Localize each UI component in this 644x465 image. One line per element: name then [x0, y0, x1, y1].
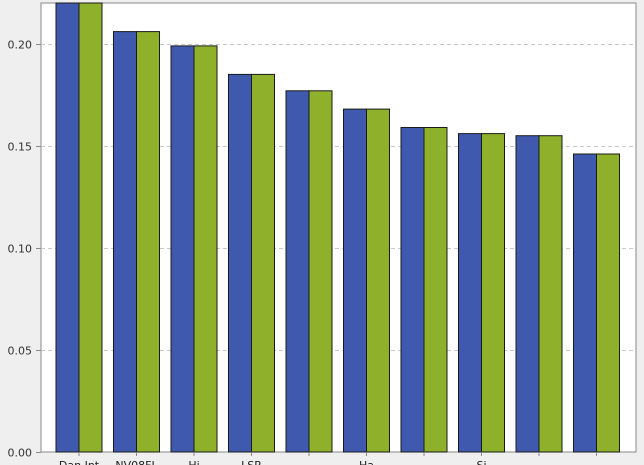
bar-series-1 — [228, 73, 252, 453]
bars — [55, 2, 620, 453]
bar-series-1 — [170, 45, 195, 453]
x-tick-label: Hi — [188, 459, 199, 465]
y-tick-label: 0.05 — [8, 345, 33, 358]
y-tick-label: 0.00 — [8, 447, 33, 460]
bar-series-2 — [596, 153, 620, 453]
y-tick-label: 0.20 — [8, 39, 33, 52]
y-axis: 0.00 0.05 0.10 0.15 0.20 — [8, 39, 41, 460]
bar-series-2 — [423, 127, 448, 453]
bar-series-2 — [538, 135, 563, 453]
bar-series-1 — [55, 2, 80, 453]
bar-series-2 — [193, 45, 218, 453]
x-axis: Dan Int NV08FL Hi LSR Ha Si — [59, 452, 597, 465]
bar-series-2 — [136, 31, 160, 453]
x-tick-label: NV08FL — [115, 459, 158, 465]
bar-series-2 — [78, 2, 103, 453]
bar-series-2 — [366, 108, 390, 453]
x-tick-label: LSR — [241, 459, 262, 465]
bar-series-1 — [515, 135, 540, 453]
y-tick-label: 0.10 — [8, 243, 33, 256]
x-tick-label: Ha — [359, 459, 374, 465]
bar-series-2 — [481, 133, 505, 453]
x-tick-label: Dan Int — [59, 459, 100, 465]
x-tick-label: Si — [476, 459, 486, 465]
bar-series-1 — [113, 31, 137, 453]
bar-series-2 — [308, 90, 333, 453]
bar-series-1 — [573, 153, 597, 453]
bar-series-1 — [343, 108, 367, 453]
bar-series-2 — [251, 73, 275, 453]
bar-series-1 — [458, 133, 482, 453]
bar-series-1 — [285, 90, 310, 453]
y-tick-label: 0.15 — [8, 141, 33, 154]
bar-series-1 — [400, 127, 425, 453]
